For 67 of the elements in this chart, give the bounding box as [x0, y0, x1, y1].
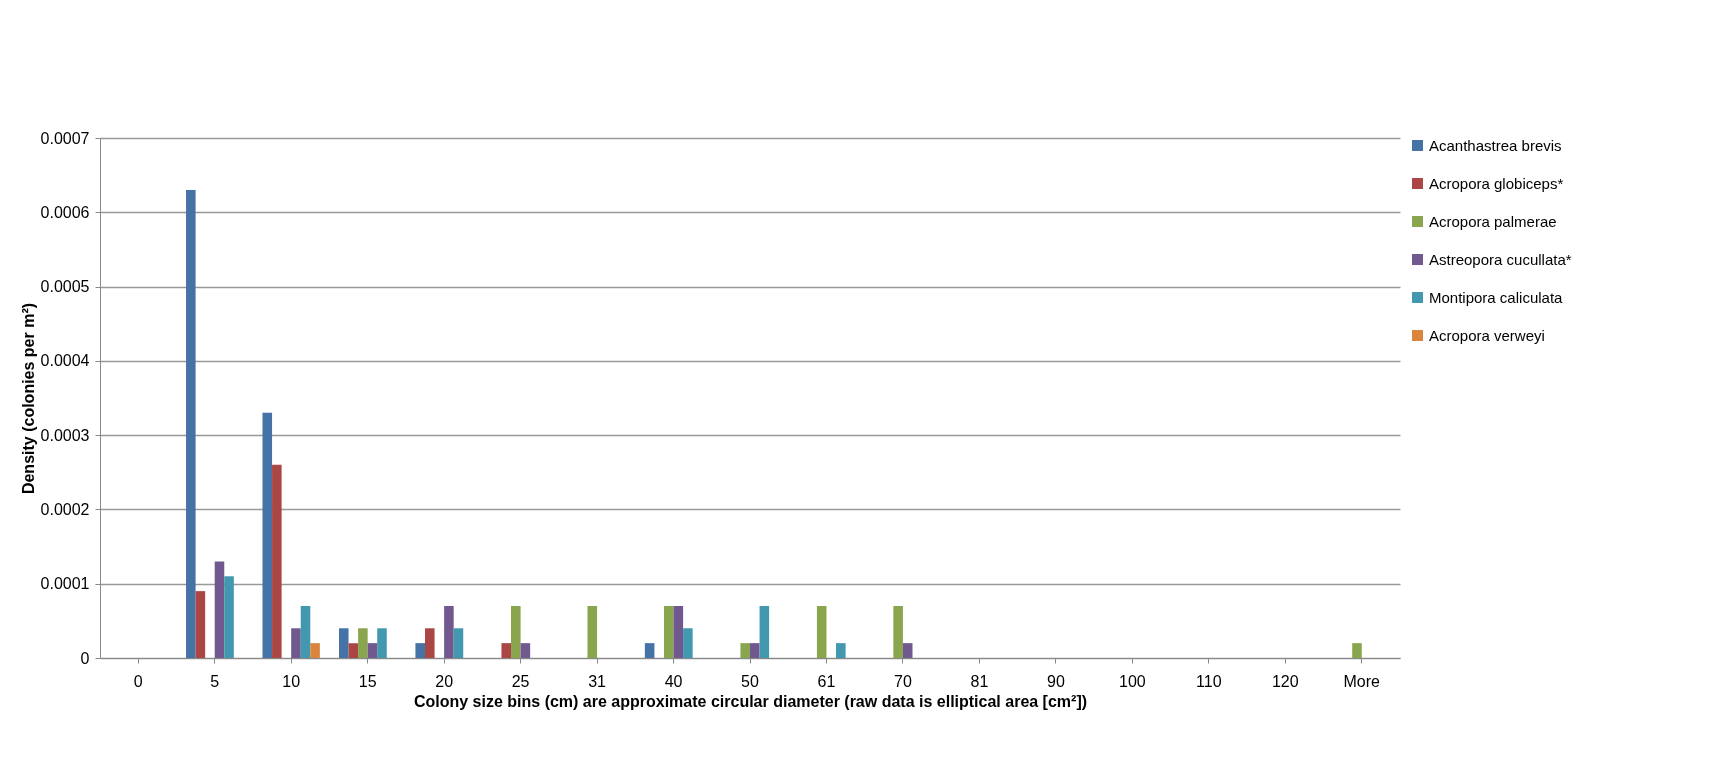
- legend-label: Acanthastrea brevis: [1429, 136, 1562, 154]
- bar: [348, 643, 359, 658]
- x-tick-label: 20: [435, 672, 454, 690]
- bar: [750, 643, 760, 658]
- x-axis-title: Colony size bins (cm) are approximate circular diameter (raw data is elliptical area [cm²]): [413, 692, 1088, 710]
- x-tick-label: 5: [210, 672, 220, 690]
- y-tick-label: 0.0003: [40, 426, 90, 444]
- bar: [291, 628, 301, 658]
- x-tick-label: 70: [894, 672, 912, 690]
- legend-label: Acropora globiceps*: [1429, 174, 1564, 192]
- bar: [214, 561, 225, 658]
- bar: [683, 628, 693, 658]
- bar: [272, 464, 282, 658]
- x-tick-label: 40: [664, 672, 683, 690]
- bar: [310, 643, 320, 658]
- bar: [1352, 643, 1362, 658]
- x-tick-label: 50: [741, 672, 759, 690]
- bar: [893, 606, 903, 658]
- bar: [224, 576, 234, 658]
- y-tick-label: 0.0002: [40, 500, 90, 518]
- y-axis-title: Density (colonies per m²): [19, 302, 37, 495]
- legend-label: Montipora caliculata: [1429, 288, 1564, 306]
- bar: [300, 606, 311, 658]
- x-tick-label: 81: [970, 672, 989, 690]
- y-tick-label: 0: [80, 649, 90, 667]
- x-tick-label: 0: [133, 672, 143, 690]
- bar: [836, 643, 846, 658]
- bar: [816, 606, 827, 658]
- x-tick-label: 10: [282, 672, 301, 690]
- x-tick-label: 120: [1271, 672, 1299, 690]
- y-tick-label: 0.0006: [40, 203, 90, 221]
- x-tick-label: More: [1343, 672, 1381, 690]
- x-tick-label: 15: [358, 672, 377, 690]
- y-tick-label: 0.0007: [40, 129, 90, 147]
- bar: [367, 643, 378, 658]
- bar: [587, 606, 598, 658]
- x-tick-label: 31: [588, 672, 607, 690]
- bar: [425, 628, 435, 658]
- bar: [444, 606, 454, 658]
- bar: [415, 643, 425, 658]
- bar: [338, 628, 349, 658]
- bar: [195, 591, 206, 658]
- bar: [511, 606, 521, 658]
- y-tick-label: 0.0005: [40, 278, 90, 296]
- bar: [262, 412, 273, 658]
- bar: [673, 606, 684, 658]
- bar: [358, 628, 368, 658]
- bar: [663, 606, 674, 658]
- bar: [644, 643, 655, 658]
- x-tick-label: 61: [817, 672, 836, 690]
- y-tick-label: 0.0001: [40, 575, 90, 593]
- y-tick-label: 0.0004: [40, 352, 90, 370]
- bar: [740, 643, 750, 658]
- x-tick-label: 25: [511, 672, 530, 690]
- bar: [501, 643, 512, 658]
- x-tick-label: 100: [1119, 672, 1146, 690]
- legend-label: Acropora verweyi: [1429, 326, 1545, 344]
- bar: [186, 190, 196, 658]
- x-tick-label: 90: [1046, 672, 1065, 690]
- legend-label: Astreopora cucullata*: [1429, 250, 1572, 268]
- legend-label: Acropora palmerae: [1429, 212, 1557, 230]
- x-tick-label: 110: [1196, 672, 1222, 690]
- bar: [902, 643, 913, 658]
- bar: [520, 643, 531, 658]
- bar: [759, 606, 770, 658]
- bar: [377, 628, 387, 658]
- bar: [453, 628, 464, 658]
